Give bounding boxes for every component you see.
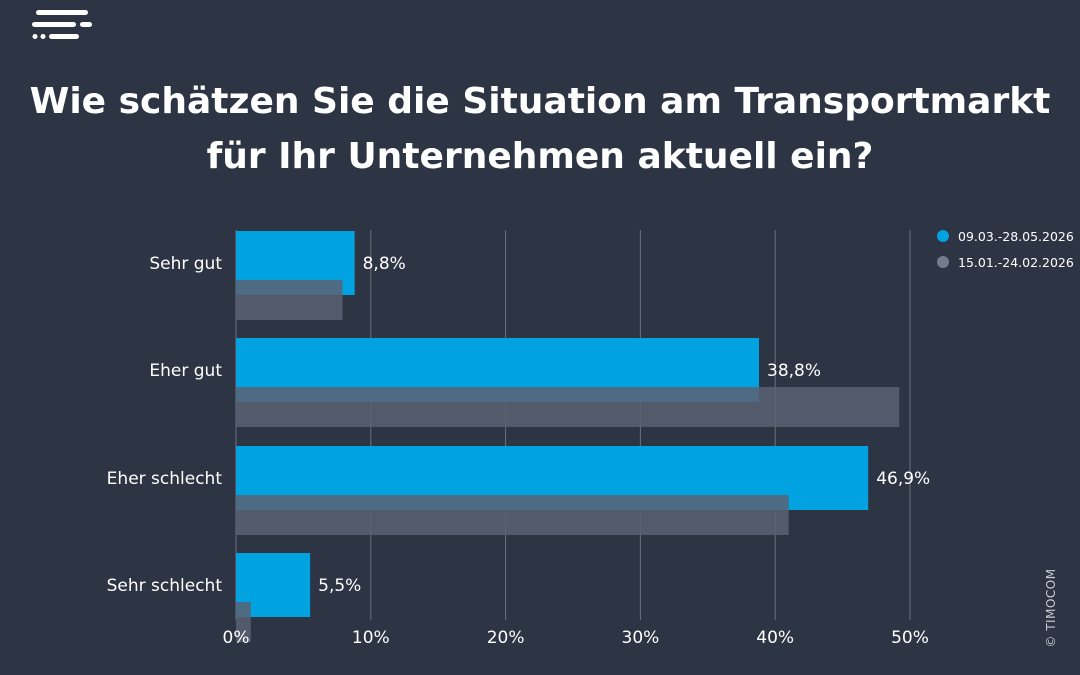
category-label-0: Sehr gut (149, 254, 222, 274)
chart-title-line-2: für Ihr Unternehmen aktuell ein? (206, 136, 874, 177)
legend-marker-1 (937, 256, 949, 268)
copyright-notice: © TIMOCOM (1044, 568, 1058, 648)
data-label-2: 46,9% (876, 469, 930, 489)
chart-title: Wie schätzen Sie die Situation am Transp… (0, 74, 1080, 184)
x-tick-label-0: 0% (223, 628, 250, 648)
legend-label-0: 09.03.-28.05.2026 (958, 229, 1074, 244)
x-tick-label-20: 20% (487, 628, 525, 648)
x-tick-label-10: 10% (352, 628, 390, 648)
bar-previous-3 (236, 602, 251, 642)
timocom-logo-icon (32, 10, 92, 39)
bar-previous-2 (236, 495, 789, 535)
bar-previous-0 (236, 280, 343, 320)
category-label-3: Sehr schlecht (107, 576, 223, 596)
chart-title-line-1: Wie schätzen Sie die Situation am Transp… (29, 81, 1051, 122)
bar-previous-1 (236, 387, 900, 427)
legend-marker-0 (937, 230, 949, 242)
data-label-3: 5,5% (318, 576, 361, 596)
category-label-2: Eher schlecht (107, 469, 223, 489)
x-tick-label-40: 40% (756, 628, 794, 648)
x-tick-label-50: 50% (891, 628, 929, 648)
legend-label-1: 15.01.-24.02.2026 (958, 255, 1074, 270)
data-label-0: 8,8% (363, 254, 406, 274)
category-label-1: Eher gut (149, 361, 222, 381)
x-tick-label-30: 30% (622, 628, 660, 648)
data-label-1: 38,8% (767, 361, 821, 381)
